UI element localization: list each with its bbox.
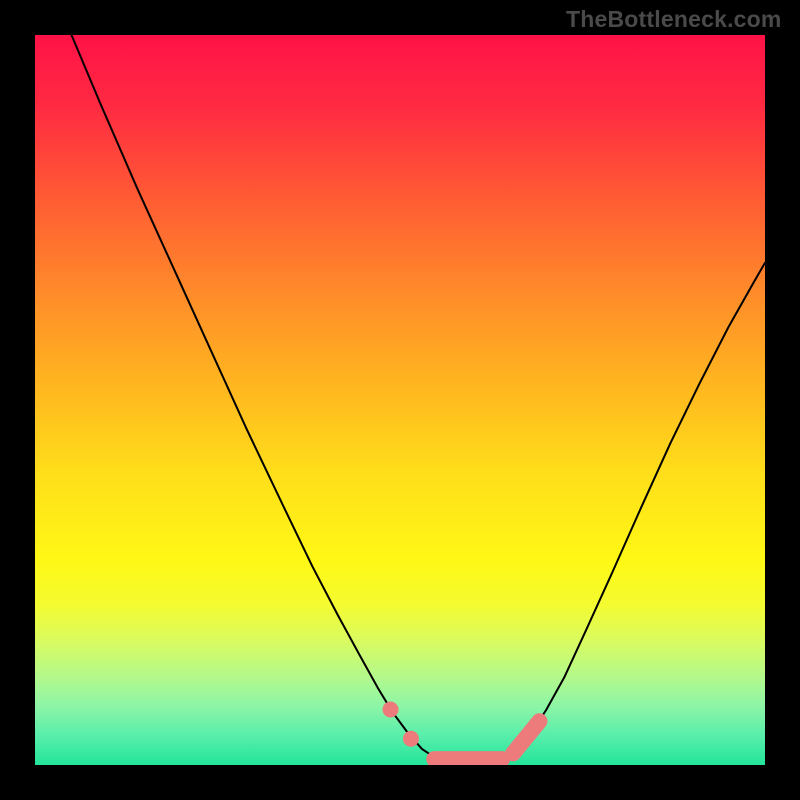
watermark-label: TheBottleneck.com <box>566 6 782 33</box>
curve-layer <box>35 35 765 765</box>
bottleneck-curve <box>72 35 766 761</box>
marker-dot <box>403 731 419 747</box>
plot-area <box>35 35 765 765</box>
marker-capsule <box>513 721 539 753</box>
marker-dot <box>383 702 399 718</box>
chart-frame <box>0 0 800 800</box>
